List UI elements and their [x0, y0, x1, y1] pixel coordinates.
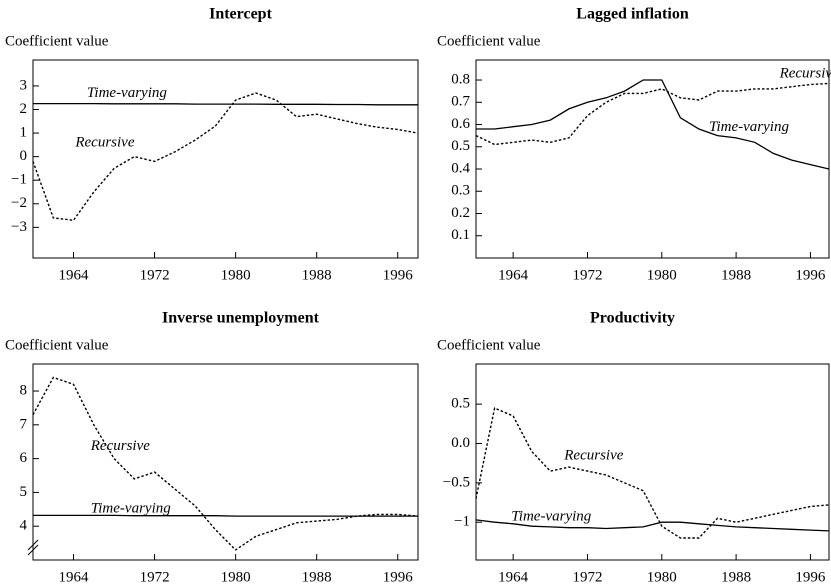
- y-tick-label: 0.4: [451, 160, 470, 176]
- y-tick-label: 0.6: [451, 116, 470, 132]
- y-tick-label: 0.7: [451, 94, 470, 110]
- y-axis-label: Coefficient value: [437, 337, 541, 353]
- y-tick-label: −0.5: [443, 474, 470, 490]
- chart-title: Inverse unemployment: [162, 310, 320, 327]
- x-tick-label: 1980: [647, 569, 677, 585]
- chart-title: Intercept: [209, 6, 272, 23]
- axis-break: [27, 544, 39, 556]
- y-axis-label: Coefficient value: [5, 33, 109, 49]
- series-line: [33, 102, 418, 106]
- series-line: [475, 519, 830, 532]
- x-tick-label: 1964: [498, 569, 529, 585]
- x-tick-label: 1996: [383, 267, 414, 283]
- x-tick-label: 1964: [59, 267, 90, 283]
- series-label: Time-varying: [511, 508, 591, 524]
- y-axis-label: Coefficient value: [437, 33, 541, 49]
- x-tick-label: 1972: [572, 569, 602, 585]
- x-tick-label: 1972: [572, 267, 602, 283]
- x-tick-label: 1980: [221, 569, 251, 585]
- y-tick-label: 0: [20, 148, 28, 164]
- y-tick-label: 2: [20, 101, 28, 117]
- x-tick-label: 1988: [721, 569, 751, 585]
- y-tick-label: 0.8: [451, 71, 470, 87]
- plot-frame: [32, 59, 419, 259]
- x-tick-label: 1980: [647, 267, 677, 283]
- y-tick-label: 1: [20, 125, 28, 141]
- series-label: Time-varying: [709, 119, 789, 135]
- series-line: [476, 79, 830, 170]
- y-tick-label: −1: [11, 172, 27, 188]
- series-line: [33, 514, 418, 517]
- y-tick-label: −1: [454, 514, 470, 530]
- series-line: [475, 407, 830, 539]
- y-tick-label: 0.0: [451, 435, 470, 451]
- axis-break: [27, 539, 39, 551]
- series-line: [32, 376, 419, 551]
- x-tick-label: 1996: [795, 267, 826, 283]
- x-tick-label: 1972: [140, 569, 170, 585]
- series-line: [32, 92, 419, 222]
- y-tick-label: 0.5: [451, 138, 470, 154]
- series-line: [475, 82, 830, 146]
- y-tick-label: 0.5: [451, 396, 470, 412]
- x-tick-label: 1980: [221, 267, 251, 283]
- y-tick-label: 8: [20, 382, 28, 398]
- y-tick-label: 7: [20, 416, 28, 432]
- x-tick-label: 1996: [383, 569, 414, 585]
- x-tick-label: 1996: [795, 569, 826, 585]
- x-tick-label: 1988: [302, 267, 332, 283]
- series-label: Recursive: [90, 438, 150, 454]
- series-label: Time-varying: [91, 500, 171, 516]
- y-tick-label: 5: [20, 484, 28, 500]
- y-tick-label: 6: [20, 450, 28, 466]
- plot-frame: [475, 59, 830, 259]
- y-tick-label: 0.3: [451, 183, 470, 199]
- y-tick-label: −3: [11, 219, 27, 235]
- chart-title: Lagged inflation: [576, 6, 689, 23]
- x-tick-label: 1972: [140, 267, 170, 283]
- x-tick-label: 1988: [302, 569, 332, 585]
- x-tick-label: 1988: [721, 267, 751, 283]
- x-tick-label: 1964: [498, 267, 529, 283]
- plot-frame: [32, 363, 419, 561]
- x-tick-label: 1964: [59, 569, 90, 585]
- series-label: Recursive: [74, 135, 134, 151]
- plot-frame: [475, 363, 830, 561]
- series-label: Time-varying: [87, 85, 167, 101]
- y-tick-label: 0.1: [451, 227, 470, 243]
- y-tick-label: 0.2: [451, 205, 470, 221]
- y-tick-label: −2: [11, 195, 27, 211]
- chart-title: Productivity: [590, 310, 675, 327]
- y-axis-label: Coefficient value: [5, 337, 109, 353]
- series-label: Recursive: [563, 448, 623, 464]
- y-tick-label: 4: [20, 518, 28, 534]
- y-tick-label: 3: [20, 77, 28, 93]
- series-label: Recursive: [779, 65, 831, 81]
